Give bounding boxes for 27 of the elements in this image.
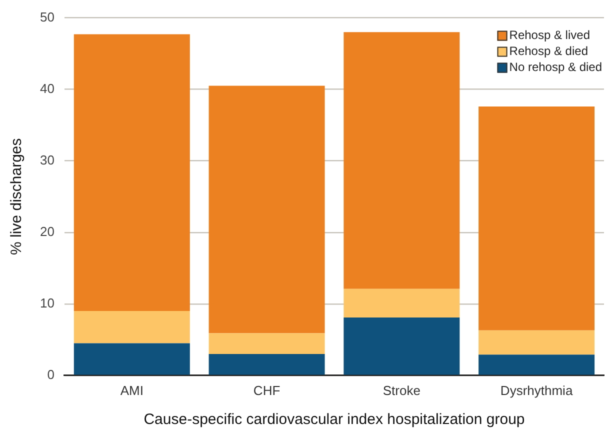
legend-label: Rehosp & lived (509, 28, 590, 42)
legend-label: Rehosp & died (509, 44, 588, 58)
bar (344, 288, 460, 318)
legend-label: No rehosp & died (509, 60, 602, 74)
y-tick-label: 0 (47, 366, 54, 382)
y-tick-label: 40 (40, 80, 54, 96)
y-tick-label: 30 (40, 152, 54, 168)
y-tick-label: 20 (40, 224, 54, 239)
x-tick-label: CHF (253, 382, 280, 398)
y-tick-label: 50 (40, 9, 54, 24)
x-axis-title: Cause-specific cardiovascular index hospitalization group (144, 411, 525, 428)
bar (74, 343, 190, 375)
y-tick-label: 10 (40, 295, 54, 310)
bar (344, 32, 460, 289)
x-tick-label: Dysrhythmia (500, 382, 574, 398)
x-tick-label: AMI (120, 382, 144, 398)
bar (74, 311, 190, 344)
bar (478, 330, 595, 355)
bar (74, 34, 190, 312)
bar (208, 86, 325, 334)
bar (208, 333, 325, 354)
y-axis-title: % live discharges (8, 138, 26, 255)
bar (208, 354, 325, 375)
bar (344, 317, 460, 375)
bar (478, 106, 595, 330)
x-tick-label: Stroke (382, 382, 420, 398)
bar (478, 354, 595, 375)
